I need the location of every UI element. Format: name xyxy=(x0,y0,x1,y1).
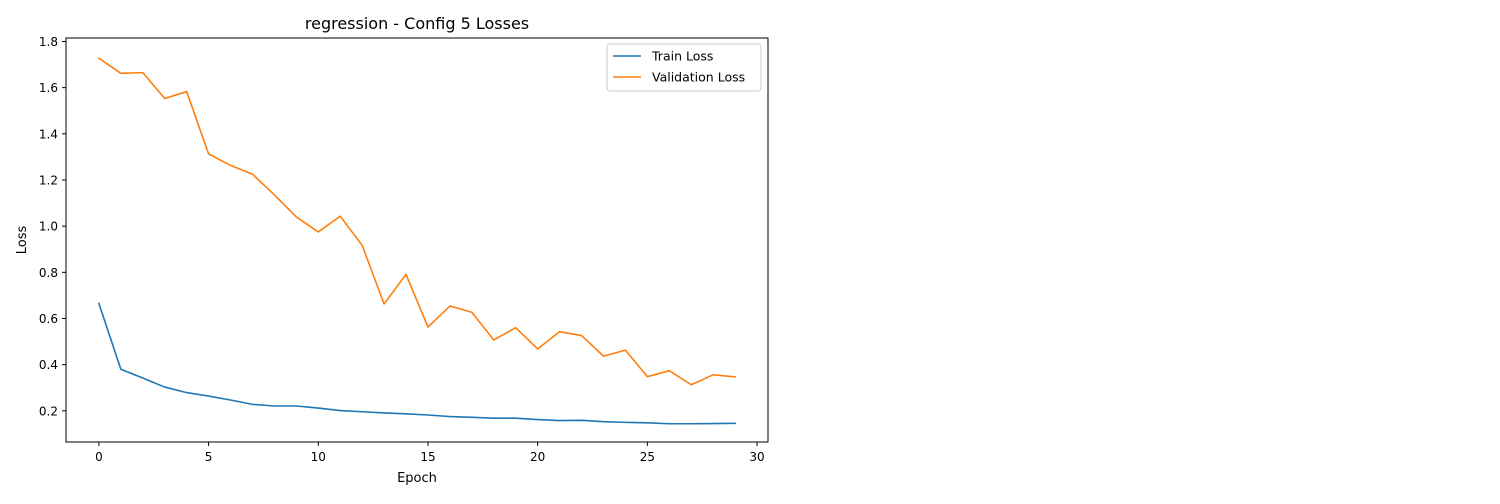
legend-label-validation-loss: Validation Loss xyxy=(652,70,745,85)
x-tick-label: 25 xyxy=(640,450,655,464)
y-tick-label: 1.4 xyxy=(39,127,58,141)
tick-layer: 0 5 10 15 20 25 30 0.2 0.4 0.6 0.8 1.0 1.2 1.4 1.6 1.8 xyxy=(39,35,765,464)
x-tick-label: 15 xyxy=(420,450,435,464)
x-tick-label: 10 xyxy=(311,450,326,464)
y-tick-label: 1.2 xyxy=(39,173,58,187)
series-line-validation-loss xyxy=(97,57,736,386)
chart-title: regression - Config 5 Losses xyxy=(305,14,529,33)
y-tick-label: 0.2 xyxy=(39,404,58,418)
x-tick-label: 0 xyxy=(95,450,103,464)
y-axis-label: Loss xyxy=(15,226,30,255)
series-line-train-loss xyxy=(97,302,736,425)
x-axis-label: Epoch xyxy=(397,471,437,486)
legend-box xyxy=(606,43,762,92)
y-tick-label: 0.8 xyxy=(39,266,58,280)
y-tick-label: 1.8 xyxy=(39,35,58,49)
legend: Train Loss Validation Loss xyxy=(606,43,762,92)
y-tick-label: 1.6 xyxy=(39,81,58,95)
y-tick-label: 0.6 xyxy=(39,312,58,326)
x-tick-label: 5 xyxy=(205,450,213,464)
legend-label-train-loss: Train Loss xyxy=(651,49,713,64)
y-tick-label: 0.4 xyxy=(39,358,58,372)
x-tick-label: 20 xyxy=(530,450,545,464)
axes-frame xyxy=(65,37,769,443)
series-layer xyxy=(97,57,736,425)
y-tick-label: 1.0 xyxy=(39,220,58,234)
x-tick-label: 30 xyxy=(749,450,764,464)
